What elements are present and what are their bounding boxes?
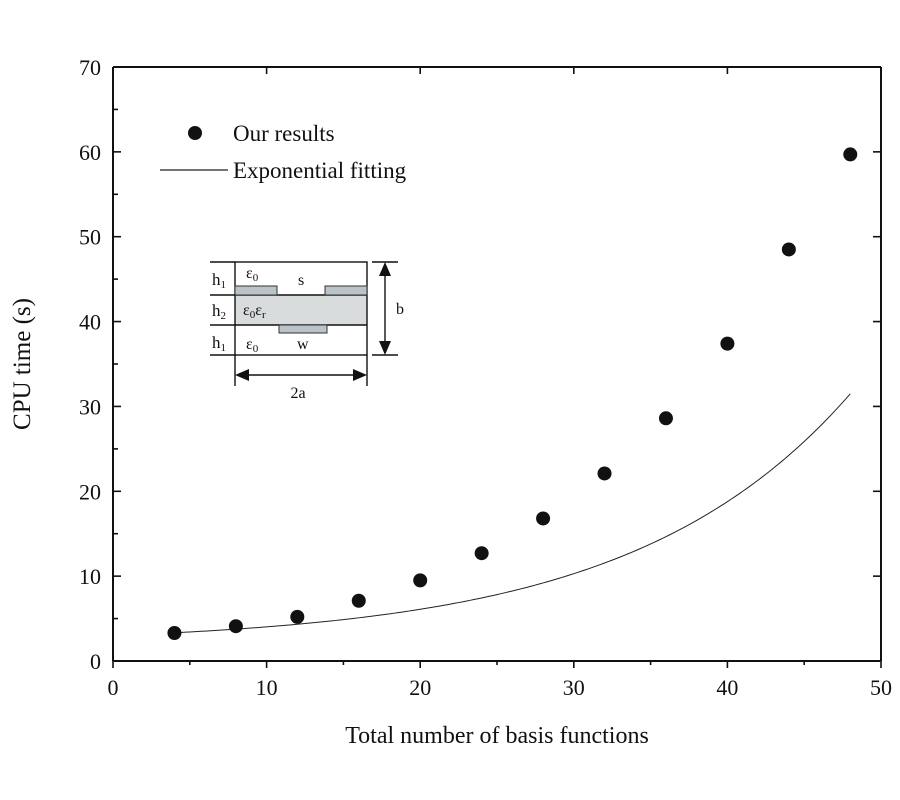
inset-label-h1-top: h1 xyxy=(212,270,226,291)
data-point xyxy=(658,411,673,426)
data-point xyxy=(351,593,366,608)
x-tick-label: 40 xyxy=(716,675,738,700)
legend-label-our-results: Our results xyxy=(233,121,335,146)
legend-marker-our-results xyxy=(188,126,202,140)
x-tick-labels: 0 10 20 30 40 50 xyxy=(108,675,893,700)
inset-2a-arrow-head-right xyxy=(353,369,367,381)
plot-frame xyxy=(112,66,882,662)
y-axis-label: CPU time (s) xyxy=(9,298,36,430)
inset-b-arrow-head-down xyxy=(379,341,391,355)
y-tick-label: 60 xyxy=(79,140,101,165)
data-point xyxy=(413,573,428,588)
data-point xyxy=(843,147,858,162)
legend: Our results Exponential fitting xyxy=(160,121,407,183)
y-tick-label: 70 xyxy=(79,55,101,80)
tick-marks xyxy=(112,66,882,668)
data-point xyxy=(167,625,182,640)
inset-schematic: h1 h2 h1 ε0 ε0εr ε0 s w b 2a xyxy=(210,261,404,402)
inset-label-2a: 2a xyxy=(290,385,305,402)
inset-label-b: b xyxy=(396,301,404,318)
inset-label-h2: h2 xyxy=(212,301,226,322)
data-point xyxy=(474,546,489,561)
x-tick-label: 30 xyxy=(563,675,585,700)
x-tick-label: 10 xyxy=(256,675,278,700)
data-point xyxy=(781,242,796,257)
y-tick-label: 40 xyxy=(79,310,101,335)
inset-eps-bottom: ε0 xyxy=(246,336,259,355)
data-point xyxy=(720,336,735,351)
inset-strip-bottom xyxy=(278,324,328,334)
y-tick-label: 30 xyxy=(79,394,101,419)
inset-2a-arrow-head-left xyxy=(235,369,249,381)
inset-box xyxy=(234,261,368,356)
legend-label-exponential-fitting: Exponential fitting xyxy=(233,158,407,183)
y-tick-label: 20 xyxy=(79,479,101,504)
series-line-exponential-fitting xyxy=(174,393,851,634)
inset-strip-left xyxy=(234,285,278,296)
inset-substrate xyxy=(235,295,367,325)
inset-eps-top: ε0 xyxy=(246,265,259,284)
x-axis-label: Total number of basis functions xyxy=(345,723,649,749)
x-tick-label: 0 xyxy=(108,675,119,700)
x-tick-label: 50 xyxy=(870,675,892,700)
data-point xyxy=(290,609,305,624)
inset-label-h1-bottom: h1 xyxy=(212,333,226,354)
data-point xyxy=(536,511,551,526)
y-tick-label: 50 xyxy=(79,225,101,250)
x-tick-label: 20 xyxy=(409,675,431,700)
y-tick-labels: 0 10 20 30 40 50 60 70 xyxy=(79,55,101,674)
inset-strip-right xyxy=(324,285,368,296)
series-points-our-results xyxy=(167,147,858,640)
data-point xyxy=(597,466,612,481)
inset-label-s: s xyxy=(298,272,304,289)
y-tick-label: 10 xyxy=(79,564,101,589)
inset-b-arrow-head-up xyxy=(379,262,391,276)
y-tick-label: 0 xyxy=(90,649,101,674)
inset-eps-mid: ε0εr xyxy=(243,302,266,321)
inset-label-w: w xyxy=(297,336,309,353)
data-point xyxy=(228,619,243,634)
